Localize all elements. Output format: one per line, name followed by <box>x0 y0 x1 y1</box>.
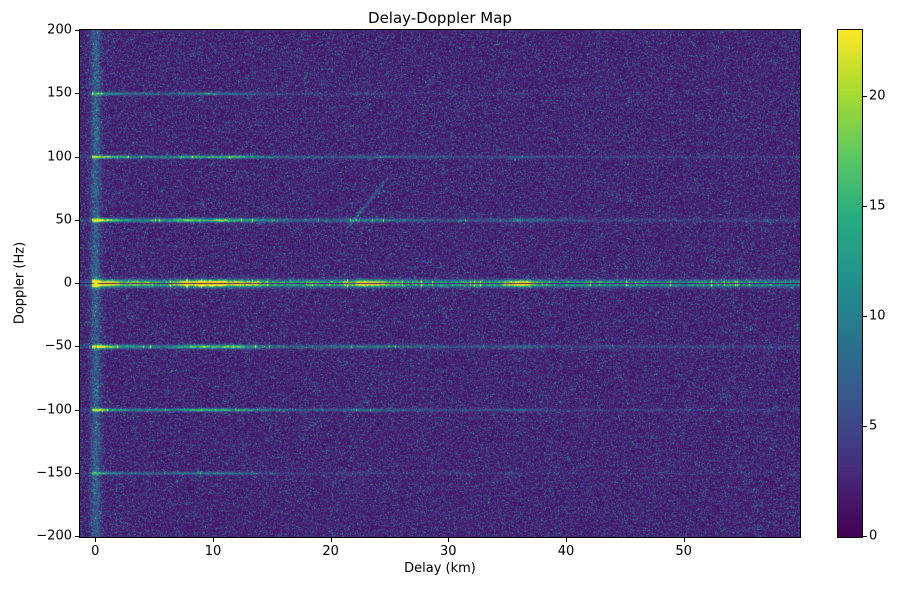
y-tick-mark <box>75 30 79 31</box>
y-tick-mark <box>75 409 79 411</box>
colorbar-tick-label: 0 <box>869 528 878 544</box>
colorbar-tick-mark <box>863 536 867 537</box>
y-axis-label: Doppler (Hz) <box>12 241 28 325</box>
colorbar-canvas <box>838 30 862 537</box>
chart-title: Delay-Doppler Map <box>368 9 512 27</box>
colorbar-tick-mark <box>863 206 867 207</box>
x-axis-label: Delay (km) <box>404 561 476 576</box>
y-tick-label: 200 <box>47 22 72 38</box>
x-tick-mark <box>566 538 567 542</box>
y-tick-mark <box>75 536 79 537</box>
y-tick-mark <box>75 93 79 95</box>
heatmap-canvas <box>80 30 800 537</box>
x-tick-mark <box>212 538 214 542</box>
colorbar <box>837 29 863 538</box>
y-tick-mark <box>75 472 79 474</box>
x-tick-label: 30 <box>440 544 457 559</box>
colorbar-tick-mark <box>863 96 867 97</box>
x-tick-mark <box>330 538 332 542</box>
x-tick-mark <box>683 538 685 542</box>
y-tick-mark <box>75 346 79 348</box>
x-tick-label: 40 <box>557 544 575 559</box>
y-tick-label: −100 <box>36 402 72 417</box>
colorbar-tick-mark <box>863 426 867 427</box>
y-tick-label: 100 <box>47 149 72 164</box>
x-tick-mark <box>448 538 450 542</box>
colorbar-tick-label: 10 <box>869 308 886 324</box>
y-tick-label: −50 <box>44 338 72 354</box>
colorbar-tick-label: 20 <box>869 88 886 104</box>
x-tick-mark <box>95 538 97 542</box>
plot-area <box>79 29 801 538</box>
x-tick-label: 20 <box>322 544 339 559</box>
colorbar-tick-label: 5 <box>869 418 878 434</box>
y-tick-label: −200 <box>36 528 72 544</box>
y-tick-label: 50 <box>55 212 72 228</box>
y-tick-label: −150 <box>36 465 72 481</box>
y-tick-mark <box>75 283 79 284</box>
x-tick-label: 50 <box>675 544 692 559</box>
y-tick-label: 150 <box>47 85 72 101</box>
x-tick-label: 10 <box>204 544 222 559</box>
y-tick-mark <box>75 156 79 158</box>
colorbar-tick-label: 15 <box>869 198 886 214</box>
colorbar-tick-mark <box>863 316 867 317</box>
x-tick-label: 0 <box>91 544 100 559</box>
y-tick-label: 0 <box>63 275 72 291</box>
y-tick-mark <box>75 219 79 221</box>
